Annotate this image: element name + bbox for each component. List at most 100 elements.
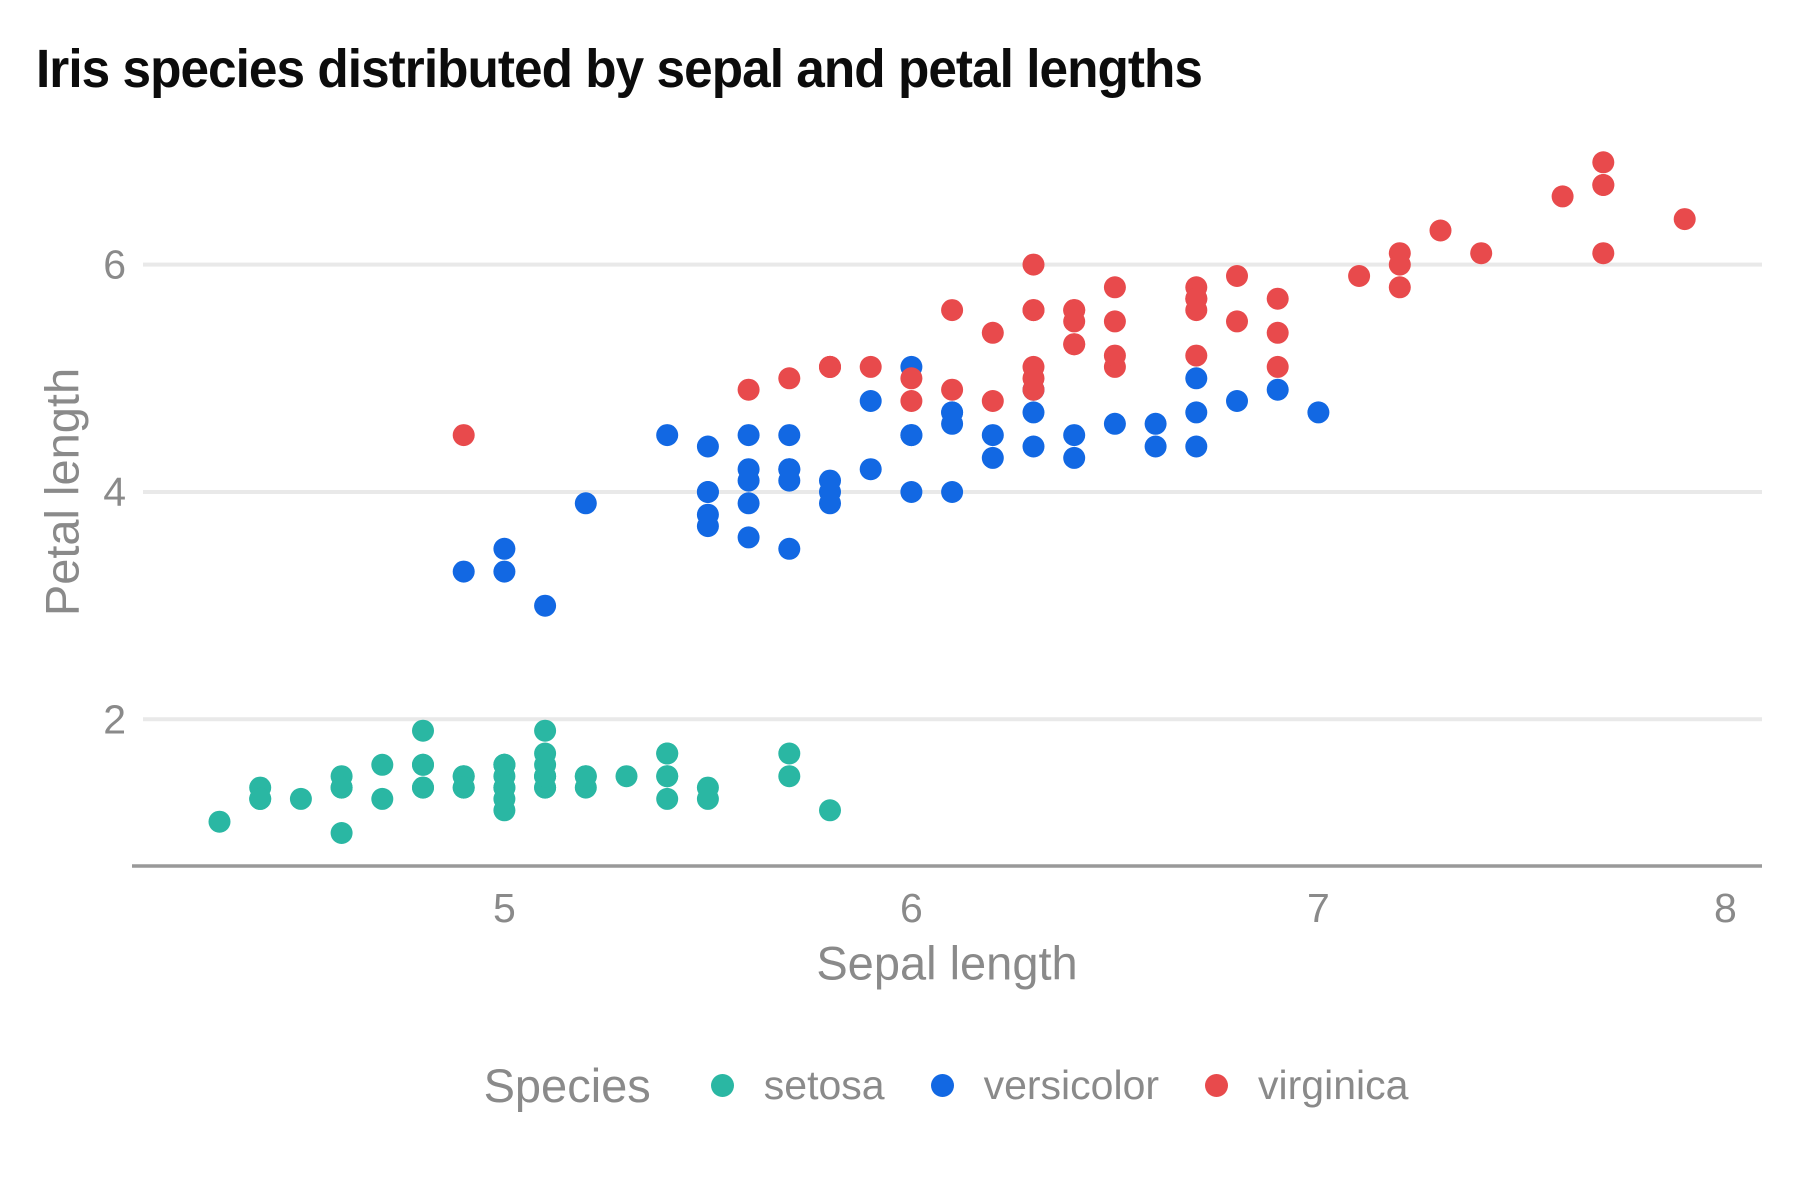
point-versicolor [1307, 401, 1330, 424]
point-virginica [1063, 333, 1086, 356]
point-versicolor [1185, 367, 1208, 390]
x-tick-label-5: 5 [493, 885, 516, 931]
point-versicolor [981, 424, 1004, 447]
point-virginica [1388, 253, 1411, 276]
y-tick-label-2: 2 [103, 696, 126, 742]
point-virginica [1470, 242, 1493, 265]
point-versicolor [452, 560, 475, 583]
point-virginica [981, 390, 1004, 412]
point-versicolor [574, 492, 597, 515]
point-setosa [371, 787, 394, 810]
point-virginica [778, 367, 801, 390]
point-versicolor [737, 526, 760, 549]
point-versicolor [696, 435, 719, 458]
point-virginica [1103, 344, 1126, 367]
point-virginica [1022, 253, 1045, 276]
point-versicolor [1022, 435, 1045, 458]
point-setosa [330, 776, 353, 799]
point-versicolor [1144, 412, 1167, 435]
point-setosa [656, 765, 679, 788]
point-virginica [1429, 219, 1452, 242]
point-virginica [1063, 310, 1086, 333]
point-versicolor [493, 560, 516, 583]
point-virginica [452, 424, 475, 447]
point-versicolor [900, 481, 923, 503]
point-setosa [412, 753, 434, 776]
point-setosa [778, 742, 801, 765]
point-virginica [1388, 276, 1411, 299]
point-versicolor [656, 424, 679, 447]
point-setosa [819, 799, 841, 822]
point-virginica [900, 390, 923, 412]
setosa-swatch-icon [710, 1073, 734, 1097]
point-versicolor [1185, 435, 1208, 458]
legend: Species setosa versicolor virginica [130, 1058, 1762, 1112]
chart-title: Iris species distributed by sepal and pe… [36, 39, 1203, 99]
point-virginica [941, 299, 964, 322]
y-tick-label-4: 4 [103, 469, 126, 515]
point-versicolor [696, 481, 719, 503]
x-tick-label-8: 8 [1714, 885, 1737, 931]
y-axis-title: Petal length [35, 367, 89, 617]
point-versicolor [941, 412, 964, 435]
point-versicolor [1103, 412, 1126, 435]
point-versicolor [737, 424, 760, 447]
point-versicolor [1063, 424, 1086, 447]
point-virginica [1592, 242, 1615, 265]
point-versicolor [1144, 435, 1167, 458]
point-setosa [534, 753, 557, 776]
point-versicolor [859, 390, 882, 412]
virginica-swatch-icon [1205, 1073, 1229, 1097]
point-setosa [656, 787, 679, 810]
point-setosa [249, 787, 272, 810]
point-setosa [696, 787, 719, 810]
point-virginica [1266, 321, 1289, 344]
point-versicolor [778, 424, 801, 447]
point-setosa [493, 776, 516, 799]
point-virginica [1226, 265, 1248, 287]
point-virginica [1022, 299, 1045, 322]
point-setosa [656, 742, 679, 765]
point-virginica [1592, 151, 1615, 174]
legend-label-versicolor: versicolor [983, 1061, 1160, 1108]
legend-item-virginica: virginica [1205, 1062, 1408, 1109]
point-setosa [615, 765, 638, 788]
legend-label-setosa: setosa [763, 1061, 885, 1108]
point-versicolor [941, 481, 964, 503]
point-versicolor [778, 537, 801, 560]
point-virginica [1266, 355, 1289, 378]
x-axis-title: Sepal length [816, 936, 1078, 990]
point-versicolor [859, 458, 882, 481]
point-setosa [412, 719, 434, 742]
point-versicolor [778, 469, 801, 492]
point-setosa [412, 776, 434, 799]
point-virginica [1592, 174, 1615, 196]
y-tick-label-6: 6 [103, 242, 126, 288]
point-versicolor [1266, 378, 1289, 401]
point-versicolor [1063, 446, 1086, 469]
point-virginica [941, 378, 964, 401]
point-virginica [1103, 310, 1126, 333]
point-virginica [900, 367, 923, 390]
point-setosa [208, 810, 231, 833]
point-virginica [1673, 208, 1696, 231]
point-versicolor [737, 492, 760, 515]
point-versicolor [981, 446, 1004, 469]
point-virginica [1266, 287, 1289, 310]
versicolor-swatch-icon [930, 1073, 954, 1097]
point-versicolor [1185, 401, 1208, 424]
point-virginica [737, 378, 760, 401]
point-virginica [1185, 287, 1208, 310]
point-versicolor [696, 515, 719, 538]
point-virginica [1022, 367, 1045, 390]
point-virginica [981, 321, 1004, 344]
point-setosa [493, 753, 516, 776]
point-setosa [574, 765, 597, 788]
point-virginica [1185, 344, 1208, 367]
legend-label-virginica: virginica [1258, 1061, 1409, 1108]
point-setosa [534, 719, 557, 742]
point-versicolor [819, 481, 841, 503]
point-setosa [289, 787, 312, 810]
point-setosa [371, 753, 394, 776]
